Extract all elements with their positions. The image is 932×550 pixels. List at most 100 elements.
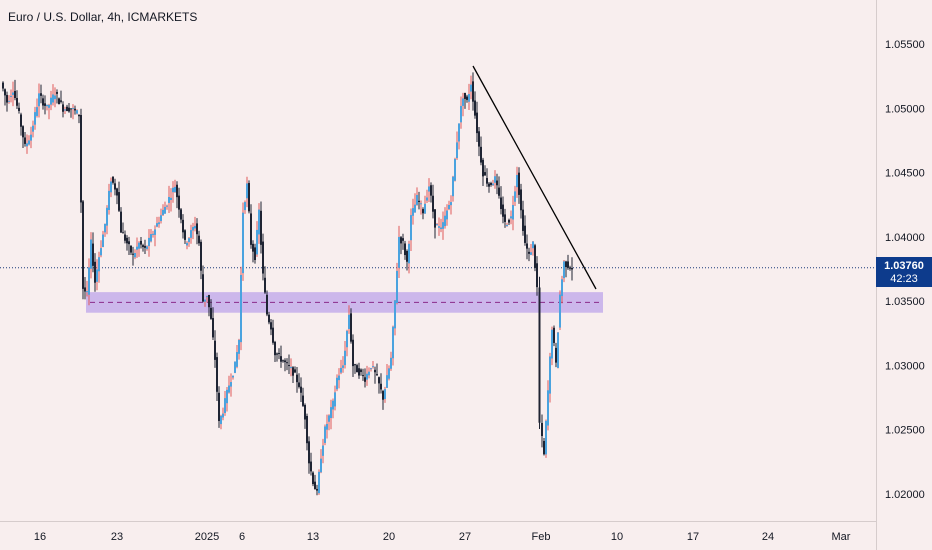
candle-body (206, 296, 208, 298)
candle-body (102, 234, 104, 247)
candle-body (42, 98, 44, 106)
candle-body (432, 195, 434, 212)
candle-body (278, 352, 280, 354)
candle-body (412, 208, 414, 216)
candle-body (408, 243, 410, 264)
candle-body (72, 108, 74, 110)
candle-body (148, 237, 150, 247)
candle-body (62, 104, 64, 112)
candle-body (32, 125, 34, 132)
candle-body (44, 103, 46, 106)
candle-body (66, 106, 68, 112)
candle-body (38, 93, 40, 107)
chart-title: Euro / U.S. Dollar, 4h, ICMARKETS (8, 10, 198, 24)
candle-body (510, 216, 512, 219)
candle-body (40, 93, 42, 96)
candle-body (46, 104, 48, 107)
candle-body (226, 389, 228, 404)
candle-body (330, 407, 332, 419)
candle-body (418, 200, 420, 202)
candle-body (352, 339, 354, 367)
candle-body (106, 207, 108, 226)
x-tick-label: Feb (532, 531, 551, 543)
candle-body (258, 209, 260, 235)
candle-body (116, 188, 118, 196)
candle-body (482, 159, 484, 177)
candle-body (254, 247, 256, 260)
candle-body (528, 251, 530, 254)
candle-body (547, 390, 549, 426)
candle-body (124, 234, 126, 241)
candle-body (518, 172, 520, 195)
candle-body (98, 257, 100, 272)
candle-body (2, 82, 4, 89)
candle-body (76, 110, 78, 114)
y-tick-label: 1.03000 (885, 360, 925, 372)
candle-body (541, 423, 543, 437)
candle-body (398, 236, 400, 268)
candle-body (186, 242, 188, 246)
candle-body (394, 300, 396, 329)
candle-body (94, 261, 96, 283)
candle-body (96, 269, 98, 282)
candle-body (488, 183, 490, 187)
candle-body (6, 94, 8, 103)
current-price-tag: 1.03760 42:23 (876, 256, 932, 287)
candle-body (216, 357, 218, 392)
current-price-label: 1.03760 (884, 259, 924, 272)
candle-body (178, 195, 180, 210)
candle-body (242, 212, 244, 274)
candle-body (348, 314, 350, 329)
candle-body (536, 263, 538, 288)
candle-body (404, 243, 406, 256)
candle-body (180, 209, 182, 220)
candle-body (526, 243, 528, 249)
candle-body (426, 197, 428, 201)
candle-body (454, 158, 456, 181)
candle-body (516, 174, 518, 188)
candle-body (466, 96, 468, 100)
candle-body (476, 112, 478, 134)
candle-body (264, 277, 266, 293)
candle-body (336, 377, 338, 390)
candle-body (270, 322, 272, 330)
candle-body (571, 268, 573, 270)
candle-body (196, 223, 198, 235)
candle-body (368, 371, 370, 376)
candle-body (228, 385, 230, 393)
candle-body (386, 375, 388, 388)
candle-body (190, 230, 192, 238)
candle-body (478, 131, 480, 147)
candle-body (58, 98, 60, 105)
candle-body (460, 105, 462, 123)
candle-body (48, 104, 50, 108)
candle-body (506, 224, 508, 227)
candle-body (346, 330, 348, 348)
candle-body (82, 201, 84, 289)
candle-body (16, 97, 18, 106)
candle-body (468, 94, 470, 102)
candle-body (486, 178, 488, 184)
candle-body (140, 240, 142, 245)
candle-body (306, 415, 308, 444)
candle-body (569, 267, 571, 269)
descending-trendline (472, 65, 597, 290)
candle-body (164, 206, 166, 214)
candle-body (434, 209, 436, 228)
candle-body (553, 327, 555, 343)
candle-body (122, 232, 124, 234)
candle-body (108, 190, 110, 211)
candle-body (324, 426, 326, 443)
candle-body (332, 400, 334, 410)
candle-body (534, 245, 536, 268)
candle-body (4, 89, 6, 96)
candle-body (320, 458, 322, 473)
candle-body (378, 377, 380, 384)
candle-body (166, 205, 168, 207)
candle-body (484, 172, 486, 176)
candle-body (260, 210, 262, 245)
candle-body (500, 197, 502, 209)
candle-body (446, 210, 448, 220)
candle-body (370, 368, 372, 370)
